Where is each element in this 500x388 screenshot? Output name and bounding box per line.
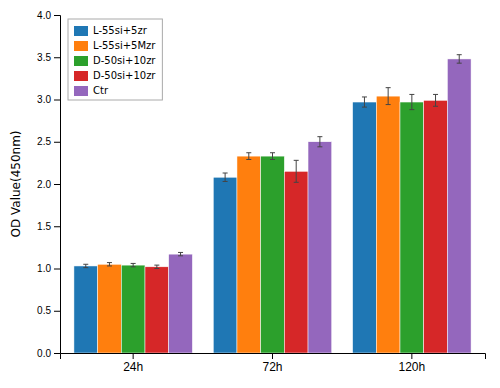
legend-item: L-55si+5zr xyxy=(74,25,148,36)
error-bar xyxy=(409,94,414,109)
y-tick-mark xyxy=(54,353,60,354)
error-bar xyxy=(457,55,462,63)
y-tick-mark xyxy=(54,142,60,143)
y-tick-mark xyxy=(54,311,60,312)
x-tick: 24h xyxy=(123,353,143,374)
bar xyxy=(74,266,98,353)
error-bar xyxy=(83,264,88,267)
x-axis: 24h 72h 120h xyxy=(61,353,486,374)
error-bar xyxy=(386,88,391,105)
y-tick-label: 1.0 xyxy=(37,263,51,274)
legend-item: Ctr xyxy=(74,85,109,96)
chart: 0.0 0.5 1.0 1.5 2.0 2.5 3.0 3.5 4.0 24h 72h 120h L-5… xyxy=(0,0,500,388)
y-tick-mark xyxy=(54,184,60,185)
y-tick: 4.0 xyxy=(37,10,60,21)
x-tick-mark xyxy=(272,353,273,359)
error-bar xyxy=(246,153,251,160)
x-tick-label: 72h xyxy=(262,360,282,374)
bar xyxy=(261,156,285,353)
x-tick-mark xyxy=(411,353,412,359)
legend-item: D-50si+10zr xyxy=(74,55,156,66)
error-bar xyxy=(362,97,367,107)
error-bar xyxy=(433,94,438,106)
bar xyxy=(213,177,237,353)
legend-label: L-55si+5Mzr xyxy=(93,40,156,51)
y-tick-label: 3.0 xyxy=(37,94,51,105)
x-tick: 72h xyxy=(262,353,282,374)
bar xyxy=(145,267,169,353)
legend-swatch xyxy=(74,41,88,51)
legend-swatch xyxy=(74,71,88,81)
legend-swatch xyxy=(74,56,88,66)
error-bar xyxy=(294,160,299,182)
x-tick-label: 120h xyxy=(398,360,425,374)
y-tick: 2.5 xyxy=(37,136,60,147)
y-tick-label: 1.5 xyxy=(37,221,51,232)
y-tick-mark xyxy=(54,57,60,58)
bar xyxy=(169,254,193,353)
bar xyxy=(400,102,424,353)
y-tick-mark xyxy=(54,15,60,16)
y-tick-label: 2.5 xyxy=(37,136,51,147)
y-tick-mark xyxy=(54,269,60,270)
series xyxy=(169,55,471,353)
series xyxy=(74,97,376,353)
y-axis-title: OD Value(450nm) xyxy=(9,130,23,237)
y-axis-line xyxy=(54,16,61,354)
bar xyxy=(447,59,471,353)
bar xyxy=(353,102,377,353)
error-bar xyxy=(223,173,228,181)
y-tick-label: 0.0 xyxy=(37,348,51,359)
bar xyxy=(284,171,308,353)
y-tick: 3.0 xyxy=(37,94,60,105)
y-tick-mark xyxy=(54,100,60,101)
error-bar xyxy=(317,137,322,147)
legend-label: D-50si+10zr xyxy=(93,55,156,66)
error-bar xyxy=(131,263,136,266)
plot: 0.0 0.5 1.0 1.5 2.0 2.5 3.0 3.5 4.0 24h 72h 120h L-5… xyxy=(37,10,485,374)
bar xyxy=(237,156,261,353)
legend: L-55si+5zr L-55si+5Mzr D-50si+10zr D-50si+1… xyxy=(68,19,162,100)
bar xyxy=(424,100,448,353)
series xyxy=(98,88,400,353)
legend-swatch xyxy=(74,26,88,36)
y-axis: 0.0 0.5 1.0 1.5 2.0 2.5 3.0 3.5 4.0 xyxy=(37,10,60,359)
bar xyxy=(121,265,145,353)
x-tick-label: 24h xyxy=(123,360,143,374)
legend-frame xyxy=(68,19,162,100)
y-tick: 3.5 xyxy=(37,52,60,63)
y-tick-label: 2.0 xyxy=(37,179,51,190)
y-tick: 1.5 xyxy=(37,221,60,232)
y-tick: 2.0 xyxy=(37,179,60,190)
y-tick-label: 4.0 xyxy=(37,10,51,21)
x-axis-line xyxy=(61,354,486,360)
y-tick: 0.0 xyxy=(37,348,60,359)
series xyxy=(121,94,423,353)
legend-item: L-55si+5Mzr xyxy=(74,40,156,51)
legend-swatch xyxy=(74,86,88,96)
error-bar xyxy=(154,265,159,268)
x-tick: 120h xyxy=(398,353,425,374)
bar xyxy=(308,142,332,353)
bar xyxy=(98,264,122,353)
y-tick: 0.5 xyxy=(37,305,60,316)
legend-label: Ctr xyxy=(93,85,109,96)
error-bar xyxy=(270,153,275,160)
y-tick: 1.0 xyxy=(37,263,60,274)
bar xyxy=(376,96,400,353)
error-bar xyxy=(178,252,183,255)
y-tick-label: 3.5 xyxy=(37,52,51,63)
y-tick-mark xyxy=(54,226,60,227)
y-tick-label: 0.5 xyxy=(37,305,51,316)
error-bar xyxy=(107,263,112,266)
x-tick-mark xyxy=(133,353,134,359)
legend-item: D-50si+10zr xyxy=(74,70,156,81)
legend-label: D-50si+10zr xyxy=(93,70,156,81)
series xyxy=(145,94,447,353)
legend-label: L-55si+5zr xyxy=(93,25,148,36)
